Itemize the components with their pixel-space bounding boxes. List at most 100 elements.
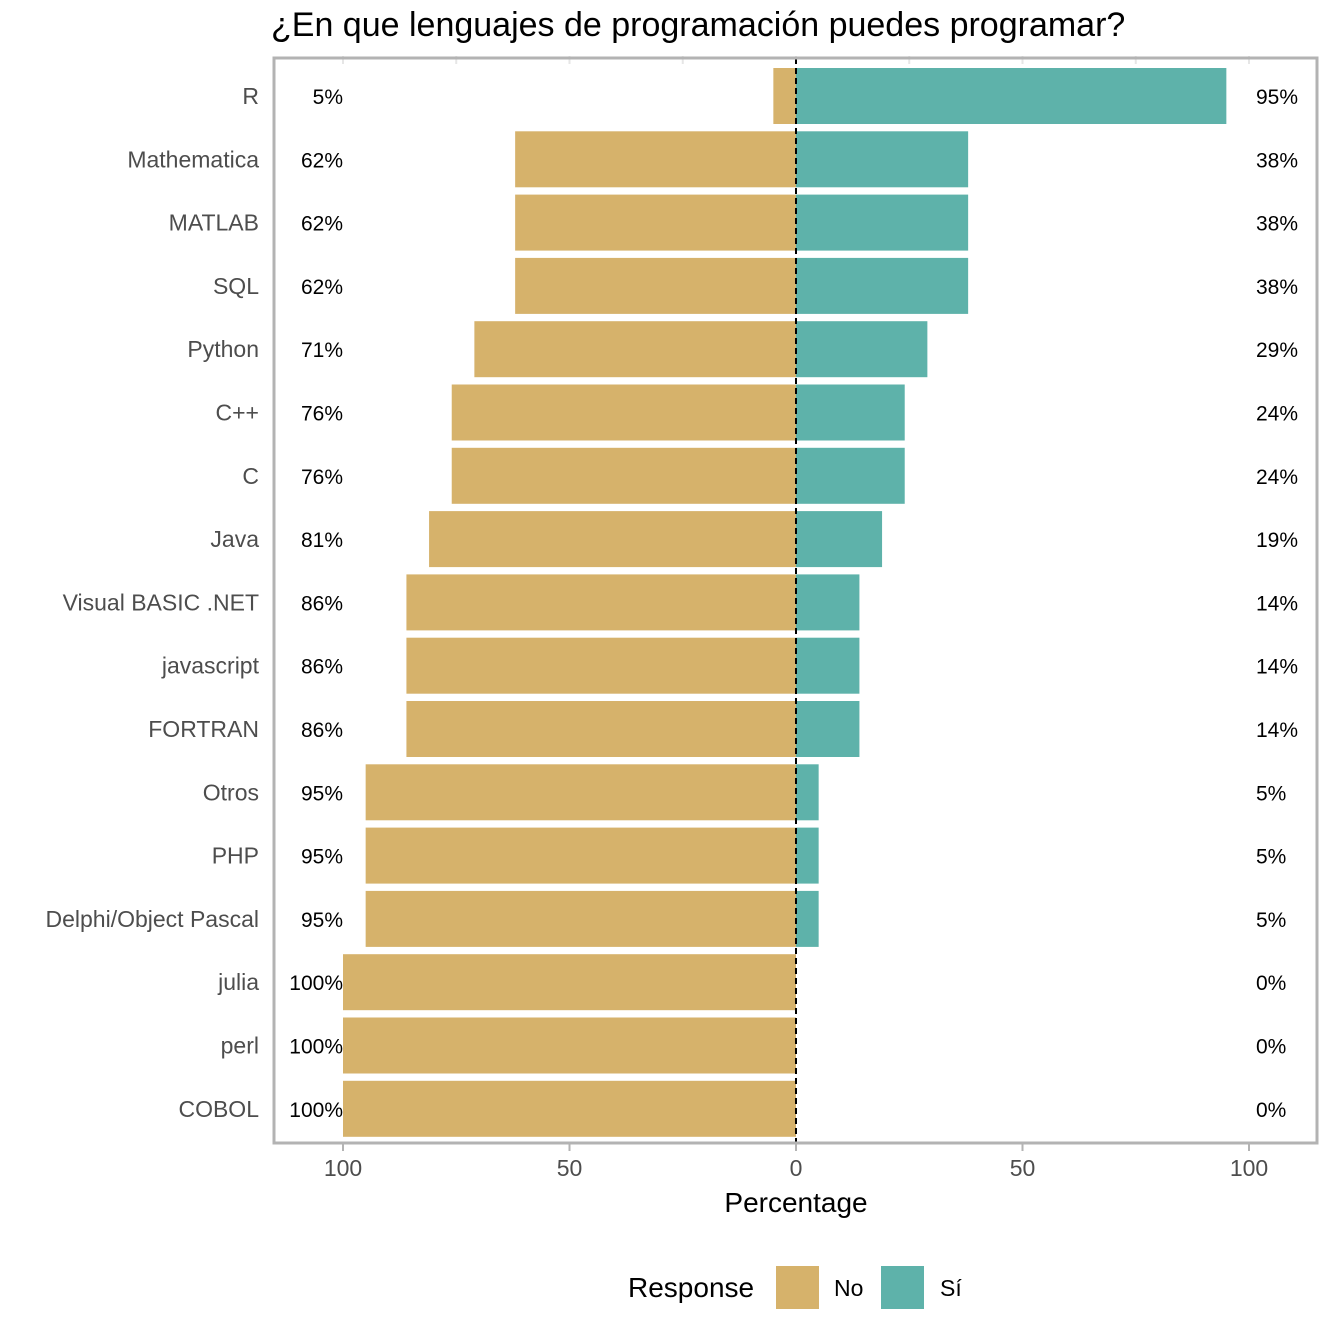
percent-label-no-julia: 100% [289,972,343,995]
percent-label-si-python: 29% [1256,339,1298,362]
legend: Response No Sí [628,1266,962,1309]
x-axis: 100 50 0 50 100 [324,1143,1268,1181]
category-label-c: C [242,463,259,489]
x-tick-label-3: 50 [1010,1155,1036,1181]
bar-si-matlab [796,194,969,251]
x-axis-title: Percentage [724,1187,867,1218]
bar-no-otros [365,764,796,821]
bar-no-php [365,827,796,884]
category-label-java: Java [210,526,259,552]
percent-label-no-cobol: 100% [289,1099,343,1122]
category-label-cobol: COBOL [178,1096,259,1122]
percent-label-si-delphi-object-pascal: 5% [1256,909,1286,932]
bar-no-julia [343,954,796,1011]
bar-si-java [796,511,883,568]
bar-si-python [796,321,928,378]
bar-si-fortran [796,701,860,757]
x-tick-label-4: 100 [1230,1155,1268,1181]
bar-si-mathematica [796,131,969,188]
percent-label-no-matlab: 62% [301,213,343,236]
percent-label-si-julia: 0% [1256,972,1286,995]
percent-label-si-perl: 0% [1256,1036,1286,1059]
percent-label-si-otros: 5% [1256,782,1286,805]
percent-label-si-mathematica: 38% [1256,149,1298,172]
bar-no-c [451,384,796,441]
bar-si-delphi-object-pascal [796,890,819,947]
bar-si-c [796,447,905,504]
percent-label-si-java: 19% [1256,529,1298,552]
bar-no-sql [515,257,796,314]
bar-si-sql [796,257,969,314]
percent-label-si-fortran: 14% [1256,719,1298,742]
category-label-otros: Otros [203,779,259,805]
x-tick-label-2: 0 [790,1155,803,1181]
bar-si-r [796,68,1227,124]
percent-label-no-javascript: 86% [301,656,343,679]
legend-label-si: Sí [940,1275,962,1301]
bar-no-perl [343,1017,796,1074]
bar-no-delphi-object-pascal [365,890,796,947]
percent-label-no-otros: 95% [301,782,343,805]
category-label-sql: SQL [213,273,259,299]
category-label-perl: perl [221,1033,259,1059]
bar-si-c [796,384,905,441]
bar-no-cobol [343,1080,796,1137]
percent-label-no-java: 81% [301,529,343,552]
bar-no-matlab [515,194,796,251]
legend-key-si [881,1266,924,1309]
bar-no-fortran [406,701,796,757]
percent-label-no-r: 5% [313,86,343,109]
bar-no-visual-basic-net [406,574,796,631]
percent-label-no-c: 76% [301,466,343,489]
legend-label-no: No [834,1275,863,1301]
percent-label-si-php: 5% [1256,846,1286,869]
percent-label-si-r: 95% [1256,86,1298,109]
chart-title: ¿En que lenguajes de programación puedes… [271,6,1125,44]
percent-label-si-sql: 38% [1256,276,1298,299]
percent-label-no-fortran: 86% [301,719,343,742]
percent-label-no-python: 71% [301,339,343,362]
percent-label-si-c: 24% [1256,466,1298,489]
category-label-php: PHP [212,843,259,869]
percent-label-no-c: 76% [301,403,343,426]
category-label-julia: julia [217,969,259,995]
legend-title: Response [628,1272,754,1303]
percent-label-no-sql: 62% [301,276,343,299]
percent-label-si-matlab: 38% [1256,213,1298,236]
bars-layer [343,68,1227,1137]
percent-label-no-delphi-object-pascal: 95% [301,909,343,932]
category-labels: R Mathematica MATLAB SQL Python C++ C Java Visua… [46,83,260,1122]
percent-label-si-javascript: 14% [1256,656,1298,679]
bar-si-visual-basic-net [796,574,860,631]
percent-labels: 5% 95% 62% 38% 62% 38% 62% 38% 71% 29% 76% 24% 76% 24… [289,86,1298,1122]
category-label-matlab: MATLAB [169,210,259,236]
bar-no-java [429,511,796,568]
percent-label-si-visual-basic-net: 14% [1256,592,1298,615]
bar-si-otros [796,764,819,821]
category-label-delphi-object-pascal: Delphi/Object Pascal [46,906,260,932]
percent-label-no-mathematica: 62% [301,149,343,172]
category-label-mathematica: Mathematica [127,146,259,172]
category-label-visual-basic-net: Visual BASIC .NET [63,589,259,615]
percent-label-no-perl: 100% [289,1036,343,1059]
x-tick-label-1: 50 [557,1155,583,1181]
category-label-fortran: FORTRAN [148,716,259,742]
bar-si-php [796,827,819,884]
category-label-c: C++ [216,400,259,426]
bar-no-mathematica [515,131,796,188]
bar-no-python [474,321,796,378]
bar-no-c [451,447,796,504]
percent-label-no-visual-basic-net: 86% [301,592,343,615]
x-tick-label-0: 100 [324,1155,362,1181]
bar-no-r [773,68,796,124]
category-label-python: Python [187,336,259,362]
category-label-javascript: javascript [161,653,260,679]
percent-label-si-c: 24% [1256,403,1298,426]
bar-si-javascript [796,637,860,694]
percent-label-no-php: 95% [301,846,343,869]
percent-label-si-cobol: 0% [1256,1099,1286,1122]
bar-no-javascript [406,637,796,694]
legend-key-no [776,1266,819,1309]
category-label-r: R [242,83,259,109]
